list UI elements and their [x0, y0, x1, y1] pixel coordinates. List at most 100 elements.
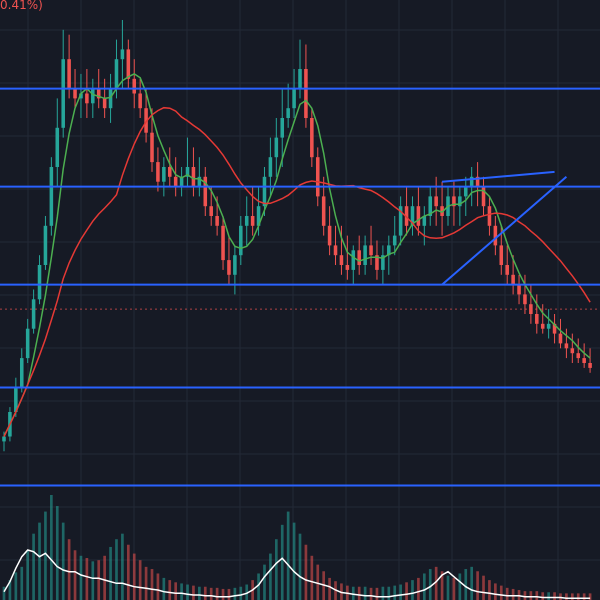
candle-body	[292, 88, 296, 109]
candle-body	[375, 255, 379, 270]
volume-bar	[227, 588, 231, 600]
candle-body	[167, 167, 172, 177]
candle-body	[31, 299, 36, 329]
trendline	[441, 176, 568, 286]
volume-bar	[2, 586, 6, 600]
volume-bar	[38, 522, 41, 600]
candle-body	[144, 108, 148, 133]
horizontal-levels[interactable]	[0, 87, 600, 487]
volume-bar	[428, 569, 432, 600]
volume-bar	[209, 587, 213, 600]
candle-body	[221, 225, 225, 261]
candle-body	[179, 176, 184, 187]
volume-bar	[541, 592, 545, 600]
candle-body	[120, 49, 125, 60]
candle-body	[475, 176, 480, 187]
volume-bar	[535, 591, 539, 600]
candle-body	[19, 358, 24, 388]
volume-bar	[162, 577, 166, 600]
volume-bar	[257, 573, 260, 600]
trendlines[interactable]	[441, 170, 568, 286]
candle-body	[404, 206, 409, 226]
volume-bar	[73, 550, 77, 600]
candle-body	[191, 167, 196, 187]
volume-bar	[115, 539, 118, 600]
candles-layer	[2, 20, 592, 452]
candle-body	[546, 323, 551, 329]
volume-bar	[381, 586, 385, 600]
candle-body	[268, 157, 273, 177]
candle-body	[416, 206, 421, 226]
volume-bar	[582, 593, 586, 600]
volume-bar	[505, 587, 509, 600]
volume-bar	[132, 553, 136, 600]
candle-body	[499, 245, 504, 265]
candle-body	[67, 59, 71, 89]
candle-body	[286, 108, 290, 118]
volume-bar	[274, 539, 278, 600]
volume-bar	[470, 566, 474, 600]
volume-bar	[576, 593, 580, 600]
candle-body	[37, 265, 42, 300]
candle-body	[256, 206, 261, 226]
candle-body	[469, 176, 474, 187]
volume-bar	[310, 555, 314, 600]
candle-body	[43, 225, 48, 265]
candle-body	[91, 88, 95, 104]
candle-body	[422, 216, 427, 226]
volume-bar	[570, 593, 574, 600]
volume-bar	[91, 561, 95, 600]
volume-bar	[186, 584, 189, 600]
candle-body	[203, 176, 208, 207]
candle-body	[150, 132, 154, 163]
volume-bar	[138, 560, 142, 600]
volume-bar	[269, 553, 272, 600]
volume-bar	[150, 569, 154, 600]
volume-bar	[168, 580, 172, 600]
volume-bar	[328, 577, 331, 600]
volume-bar	[280, 524, 284, 600]
volume-bar	[375, 587, 379, 600]
volume-bar	[458, 573, 462, 600]
volume-bar	[8, 580, 12, 600]
volume-bar	[221, 588, 225, 600]
candle-body	[108, 88, 113, 109]
volume-bar	[476, 571, 479, 600]
volume-bar	[511, 588, 515, 600]
volume-bar	[422, 573, 426, 600]
candle-body	[381, 255, 385, 270]
candle-body	[25, 328, 30, 359]
candle-body	[239, 225, 243, 256]
volume-bar	[559, 593, 562, 600]
candle-body	[588, 363, 592, 368]
volume-bar	[363, 586, 367, 600]
volume-bar	[14, 572, 18, 600]
candle-body	[310, 118, 314, 158]
volume-bar	[79, 555, 83, 600]
volume-bar	[399, 584, 402, 600]
volume-bar	[298, 533, 302, 600]
candle-body	[156, 162, 160, 182]
candle-body	[280, 118, 285, 138]
volume-bar	[529, 591, 533, 600]
candle-body	[96, 88, 101, 99]
candle-body	[55, 127, 60, 167]
candle-body	[357, 250, 361, 265]
volume-bar	[144, 566, 148, 600]
volume-bar	[494, 583, 497, 600]
volume-bar	[156, 573, 160, 600]
trendline	[441, 170, 555, 183]
candle-body	[85, 93, 89, 104]
volume-bar	[517, 590, 521, 600]
volume-bar	[351, 586, 355, 600]
volume-bar	[245, 584, 249, 600]
volume-bar	[20, 566, 24, 600]
volume-bar	[174, 582, 178, 600]
candle-body	[487, 206, 492, 226]
volume-bar	[440, 571, 444, 600]
price-change-percent: 0.41%)	[0, 0, 43, 12]
volume-bar	[121, 533, 124, 600]
